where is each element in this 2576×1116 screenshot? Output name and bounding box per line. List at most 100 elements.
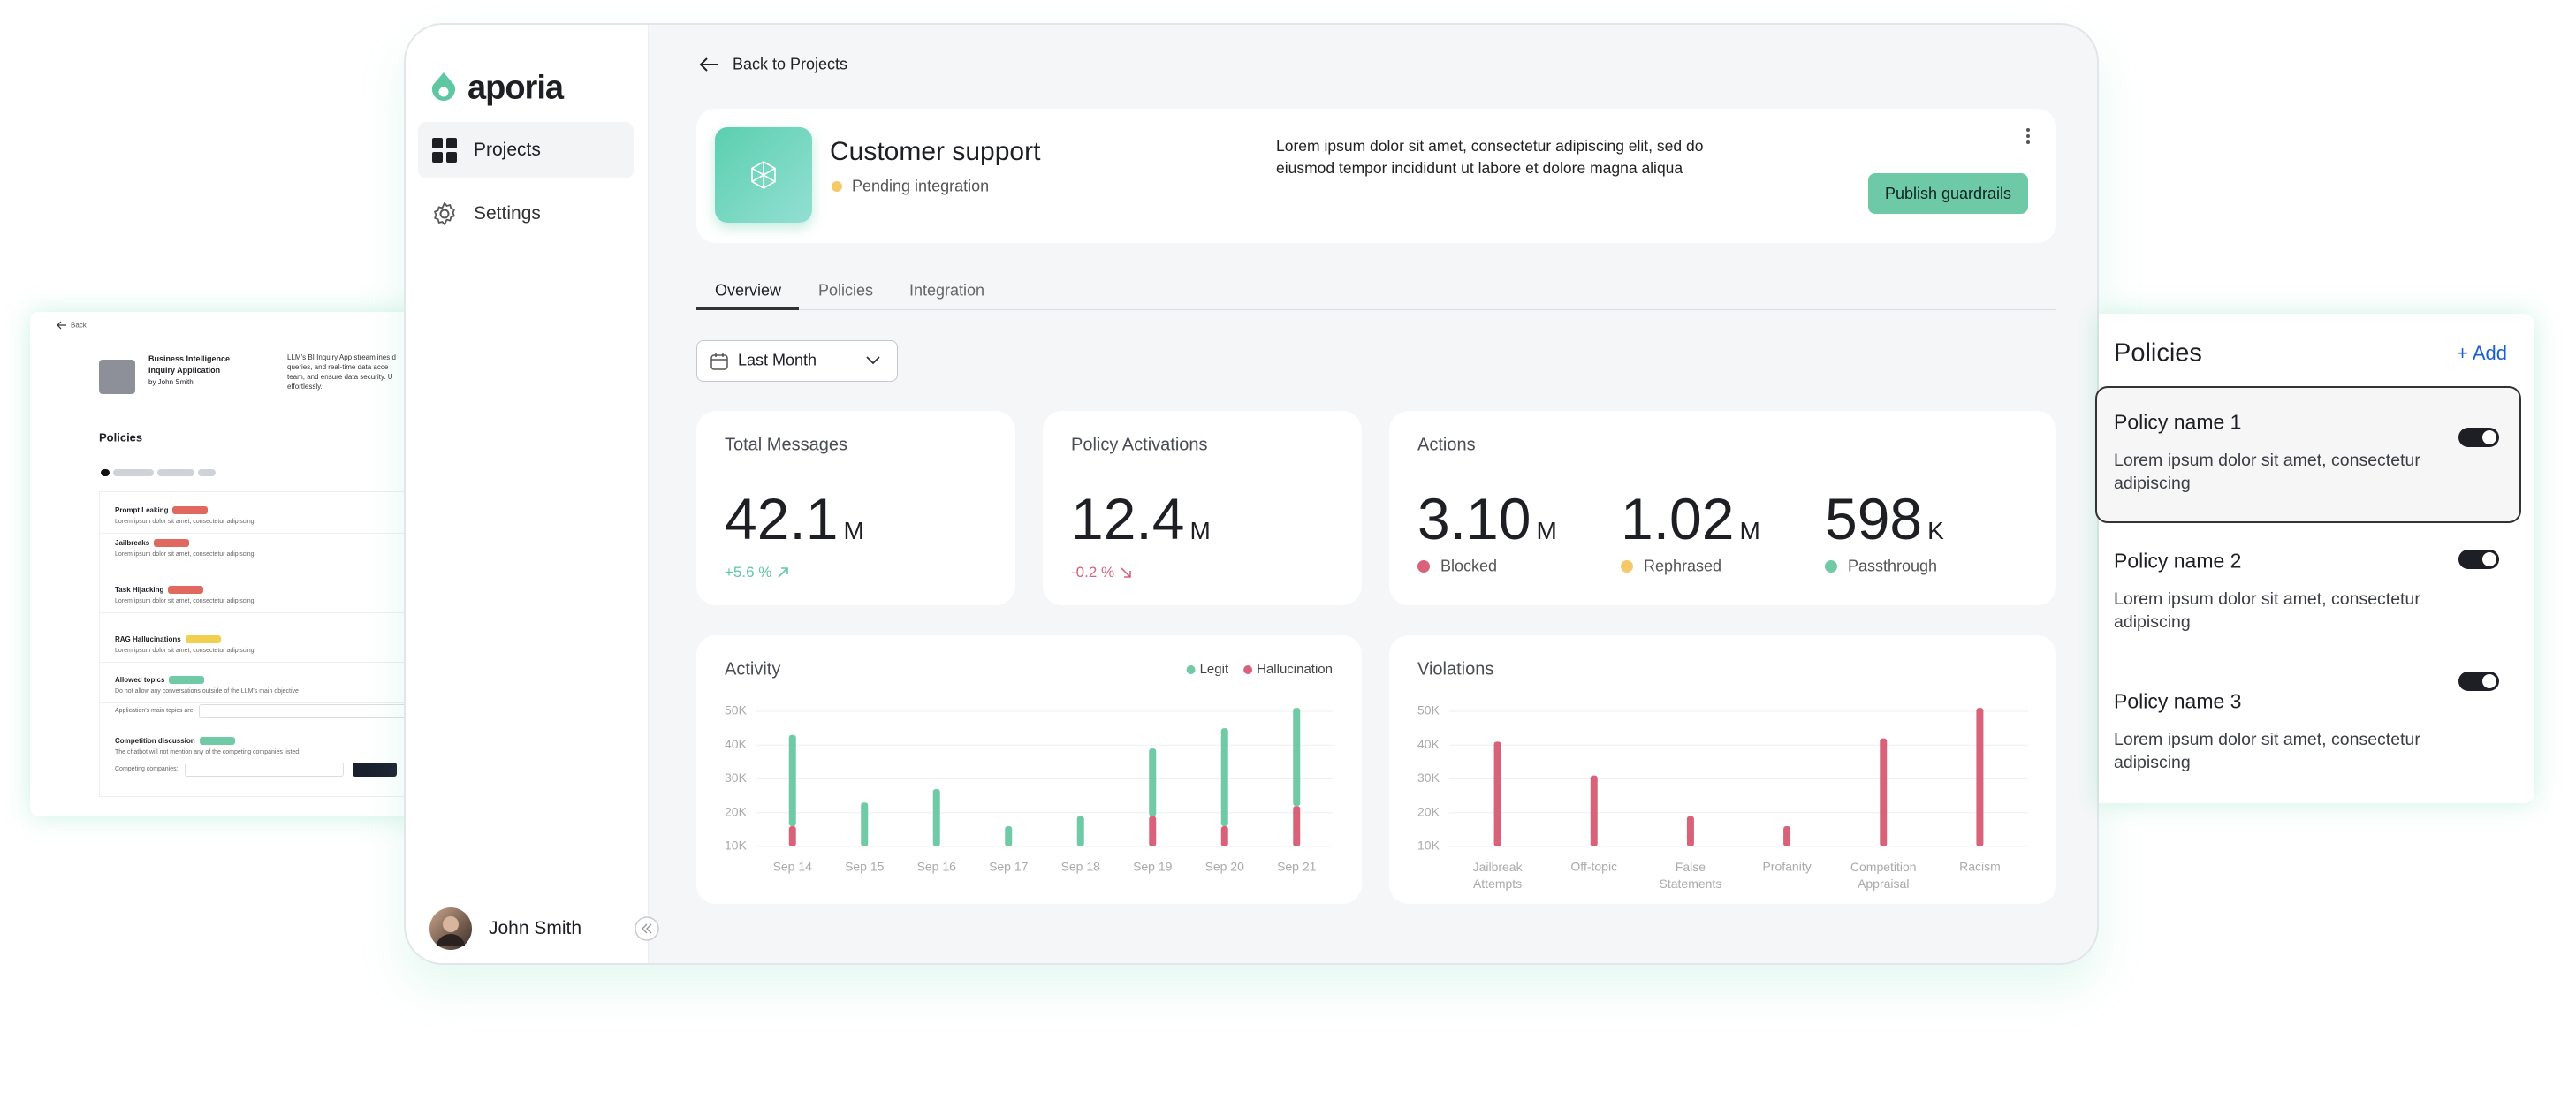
- nav-item[interactable]: Projects: [418, 122, 634, 178]
- action-dot: [1825, 560, 1837, 573]
- chart-title: Activity: [725, 659, 780, 679]
- x-tick-label: Sep 18: [1061, 860, 1101, 874]
- publish-button[interactable]: Publish guardrails: [1868, 173, 2028, 214]
- preview-policy-description: The chatbot will not mention any of the …: [115, 749, 301, 755]
- policy-description: Lorem ipsum dolor sit amet, consectetur …: [2114, 730, 2420, 772]
- trend-arrow: [778, 567, 789, 578]
- date-dropdown[interactable]: Last Month: [696, 340, 898, 382]
- user-name: John Smith: [489, 918, 582, 938]
- tab[interactable]: Integration: [909, 281, 985, 300]
- stat-card: Total Messages 42.1 M +5.6 %: [696, 411, 1015, 605]
- legend-dot: [1186, 665, 1196, 674]
- tab[interactable]: Overview: [715, 281, 782, 300]
- y-tick-label: 10K: [1417, 839, 1440, 853]
- back-arrow-icon: [57, 321, 66, 330]
- action-value: 598: [1825, 486, 1923, 551]
- project-name: Customer support: [830, 137, 1041, 166]
- preview-policy-description: Do not allow any conversations outside o…: [115, 688, 299, 695]
- policy-description: Lorem ipsum dolor sit amet, consectetur …: [2114, 589, 2420, 632]
- project-header: Customer support Pending integration Lor…: [696, 109, 2056, 243]
- preview-back: Back: [71, 321, 87, 330]
- preview-filter-pill: [157, 469, 194, 476]
- preview-filter-pill: [101, 469, 110, 476]
- stat-value-row: 42.1 M: [725, 485, 864, 552]
- bar-segment: [1293, 806, 1301, 846]
- trend-arrow-path: [1121, 567, 1131, 578]
- preview-app-title: Business Intelligence Inquiry Applicatio…: [148, 353, 230, 388]
- legend-label: Hallucination: [1257, 662, 1333, 677]
- preview-topics-input: [199, 704, 419, 718]
- policy-toggle[interactable]: [2458, 672, 2499, 691]
- action-label: Passthrough: [1848, 557, 1938, 575]
- tab-divider: [696, 309, 2056, 310]
- preview-policy-tag: [200, 737, 235, 745]
- preview-policy-name: Allowed topics: [115, 676, 165, 684]
- collapse-button[interactable]: [635, 916, 659, 941]
- preview-app-icon: [99, 360, 135, 394]
- y-tick-label: 40K: [1417, 737, 1440, 751]
- nav-label: Settings: [474, 203, 541, 224]
- bar-segment: [932, 788, 940, 846]
- preview-topics-label: Application's main topics are:: [115, 708, 195, 714]
- preview-description-line: effortlessly.: [287, 383, 323, 391]
- bar: [1590, 775, 1598, 846]
- y-tick-label: 20K: [725, 804, 748, 818]
- bar-segment: [788, 826, 796, 846]
- stat-value: 12.4: [1071, 486, 1185, 551]
- y-tick-label: 30K: [1417, 771, 1440, 785]
- action-dot: [1621, 560, 1633, 573]
- bar-segment: [1220, 826, 1228, 846]
- preview-divider: [100, 662, 419, 663]
- stat-unit: M: [1189, 517, 1211, 544]
- project-icon: [715, 127, 812, 223]
- policy-item-selected[interactable]: [2095, 386, 2521, 523]
- preview-author: by John Smith: [148, 378, 194, 386]
- action-value-row: 1.02 M: [1621, 485, 1760, 552]
- policy-description: Lorem ipsum dolor sit amet, consectetur …: [2114, 451, 2420, 493]
- card-title: Policy Activations: [1071, 435, 1208, 455]
- bar-segment: [1149, 748, 1157, 816]
- stat-value: 42.1: [725, 486, 839, 551]
- x-tick-label: Off-topic: [1570, 860, 1617, 874]
- chevron-icon: [866, 356, 880, 365]
- preview-policy-name: Task Hijacking: [115, 586, 164, 594]
- x-tick-label: Racism: [1959, 860, 2001, 874]
- action-dot: [1417, 560, 1430, 573]
- stat-change-text: -0.2 %: [1071, 564, 1115, 581]
- tab[interactable]: Policies: [818, 281, 874, 300]
- nav-item[interactable]: Settings: [418, 186, 634, 242]
- policy-toggle[interactable]: [2458, 550, 2499, 569]
- x-tick-label: Sep 21: [1277, 860, 1317, 874]
- x-tick-label: Sep 19: [1133, 860, 1173, 874]
- bar: [1686, 816, 1694, 846]
- chart-card: Violations 10K 20K 30K 40K 50K Jailbreak Attemp…: [1389, 635, 2056, 904]
- bar: [1493, 741, 1501, 846]
- back-arrow-icon: [699, 57, 718, 72]
- bar-segment: [1220, 728, 1228, 827]
- x-tick-label: False Statements: [1660, 860, 1722, 891]
- policy-toggle[interactable]: [2458, 428, 2499, 447]
- preview-app-title-line: Business Intelligence: [148, 354, 231, 363]
- activity-chart: Activity 10K 20K 30K 40K 50K Sep 14 Sep 15 Sep 1…: [725, 659, 1333, 874]
- more-menu[interactable]: [2025, 126, 2032, 146]
- back-link[interactable]: Back to Projects: [733, 55, 848, 73]
- settings-icon: [434, 202, 455, 225]
- card-title: Total Messages: [725, 435, 847, 455]
- preview-description: LLM's BI Inquiry App streamlines d queri…: [287, 353, 396, 391]
- preview-policy-description: Lorem ipsum dolor sit amet, consectetur …: [115, 648, 255, 654]
- bar-segment: [1149, 816, 1157, 846]
- bar-segment: [1293, 708, 1301, 807]
- card-title: Actions: [1417, 435, 1476, 455]
- project-status: Pending integration: [852, 177, 990, 195]
- action-label: Blocked: [1440, 557, 1498, 575]
- x-tick-label: Sep 17: [989, 860, 1029, 874]
- add-policy[interactable]: + Add: [2457, 342, 2507, 364]
- y-tick-label: 10K: [725, 839, 748, 853]
- preview-description-line: queries, and real-time data acce: [287, 363, 389, 371]
- brand: aporia: [467, 69, 564, 107]
- date-filter-label: Last Month: [738, 351, 817, 369]
- panel-title: Policies: [2114, 338, 2202, 368]
- action-unit: K: [1927, 517, 1944, 544]
- action-value: 1.02: [1621, 486, 1735, 551]
- bar-segment: [788, 734, 796, 827]
